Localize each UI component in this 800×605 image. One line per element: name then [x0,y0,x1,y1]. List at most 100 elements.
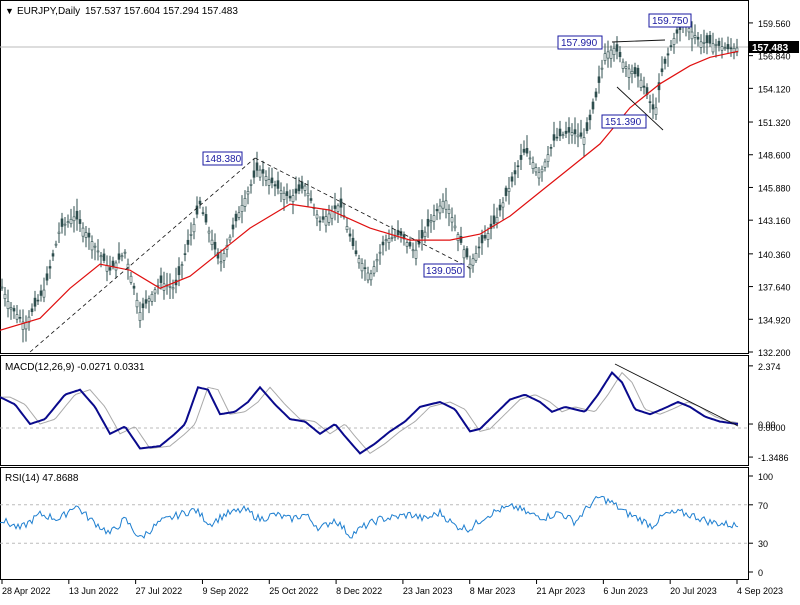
symbol-label: EURJPY,Daily [17,6,80,17]
resistance-line [611,39,666,43]
x-tick-label: 6 Jun 2023 [603,586,648,596]
macd-divergence-line [614,363,739,427]
price-candle-body [555,136,559,139]
price-candle-body [714,44,718,46]
price-candle-body [333,205,337,209]
price-candle-body [285,191,289,196]
price-candle-body [669,45,673,48]
price-candles [0,14,739,343]
price-candle-body [306,192,310,197]
price-candle-body [156,284,160,287]
price-candle-body [573,129,577,135]
price-candle-body [471,258,475,266]
price-candle-body [486,233,490,240]
macd-y-axis: 2.374 0.00 -1.3486 [748,362,789,463]
price-candle-body [687,28,691,33]
price-candle-body [81,227,85,237]
price-candle-body [123,251,127,254]
price-candle-body [420,229,424,239]
price-candle-body [183,253,187,255]
price-candle-body [6,301,10,309]
x-tick-label: 9 Sep 2022 [202,586,248,596]
annotation-157990: 157.990 [561,38,598,49]
price-candle-body [180,264,184,266]
price-candle-body [318,220,322,223]
price-candle-body [648,101,652,103]
price-candle-body [300,181,304,189]
price-candle-body [141,303,145,309]
annotation-box-151390 [601,114,647,129]
price-candle-body [597,76,601,83]
price-candle-body [387,238,391,243]
price-candle-body [705,35,709,44]
price-candle-body [495,216,499,224]
price-candle-body [615,44,619,52]
price-candle-body [429,220,433,223]
price-candle-body [453,225,457,229]
price-candle-body [537,172,541,179]
price-candle-body [552,134,556,141]
price-candle-body [522,148,526,153]
price-candle-body [144,299,148,304]
price-candle-body [507,188,511,192]
price-candle-body [579,132,583,137]
price-candle-body [690,31,694,40]
price-candle-body [408,242,412,247]
macd-title: MACD(12,26,9) -0.0271 0.0331 [5,362,145,373]
price-candle-body [525,147,529,154]
price-candle-body [585,122,589,131]
x-tick-label: 8 Mar 2023 [470,586,516,596]
price-candle-body [357,258,361,264]
price-candle-body [345,226,349,231]
price-candle-body [450,217,454,223]
price-candle-body [624,66,628,69]
price-candle-body [252,170,256,178]
price-candle-body [69,218,73,225]
price-candle-body [195,205,199,215]
price-candle-body [702,42,706,44]
price-candle-body [369,273,373,281]
price-candle-body [627,68,631,78]
price-candle-body [726,44,730,50]
price-candle-body [447,208,451,214]
price-candle-body [558,128,562,137]
price-candle-body [231,224,235,230]
price-y-tick-label: 137.640 [758,283,791,293]
price-candle-body [294,188,298,194]
annotation-139050: 139.050 [426,266,463,277]
price-y-tick-label: 134.920 [758,315,791,325]
price-candle-body [540,168,544,173]
price-y-tick-label: 154.120 [758,84,791,94]
price-candle-body [264,176,268,181]
price-y-tick-label: 156.840 [758,52,791,62]
x-tick-label: 8 Dec 2022 [336,586,382,596]
price-candle-body [282,192,286,200]
price-candle-body [693,35,697,38]
price-candle-body [618,51,622,58]
price-candle-body [309,198,313,201]
price-candle-body [468,263,472,270]
x-tick-label: 4 Sep 2023 [737,586,783,596]
ohlc-values: 157.537 157.604 157.294 157.483 [85,6,238,17]
rsi-y-tick-label: 30 [758,539,768,549]
rsi-title: RSI(14) 47.8688 [5,473,79,484]
price-y-tick-label: 132.200 [758,348,791,358]
price-candle-body [249,184,253,186]
price-candle-body [204,214,208,223]
price-candle-body [36,299,40,302]
price-candle-body [255,162,259,171]
price-candle-body [483,235,487,239]
price-candle-body [102,253,106,261]
price-candle-body [732,48,736,54]
price-candle-body [63,223,67,226]
header-triangle-icon: ▼ [5,6,14,16]
price-candle-body [603,53,607,61]
price-candle-body [3,293,7,299]
price-candle-body [666,53,670,56]
price-candle-body [465,248,469,258]
price-candle-body [354,250,358,255]
price-candle-body [177,266,181,276]
price-candle-body [594,91,598,98]
price-candle-body [609,49,613,59]
